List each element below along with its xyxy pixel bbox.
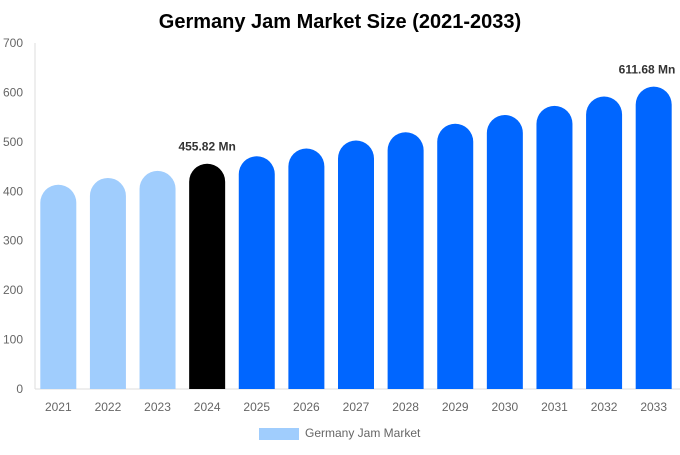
x-tick-label: 2025 bbox=[243, 400, 270, 414]
y-tick-label: 500 bbox=[3, 135, 23, 149]
y-tick-label: 200 bbox=[3, 283, 23, 297]
x-tick-label: 2031 bbox=[541, 400, 568, 414]
bar-2028 bbox=[387, 132, 424, 389]
x-tick-label: 2026 bbox=[293, 400, 320, 414]
bar-2032 bbox=[586, 96, 623, 389]
y-tick-label: 400 bbox=[3, 184, 23, 198]
bar-2031 bbox=[536, 105, 573, 389]
bar-2027 bbox=[338, 140, 374, 389]
bar-2030 bbox=[486, 114, 523, 389]
x-tick-label: 2027 bbox=[343, 400, 370, 414]
bar-2033 bbox=[635, 86, 672, 389]
y-tick-label: 600 bbox=[3, 85, 23, 99]
x-tick-label: 2033 bbox=[640, 400, 667, 414]
y-tick-label: 700 bbox=[3, 36, 23, 50]
chart-title: Germany Jam Market Size (2021-2033) bbox=[159, 11, 521, 33]
legend-swatch bbox=[259, 428, 299, 440]
bar-2023 bbox=[139, 170, 176, 389]
y-tick-label: 0 bbox=[16, 382, 23, 396]
x-tick-label: 2032 bbox=[591, 400, 618, 414]
x-tick-label: 2023 bbox=[144, 400, 171, 414]
data-label: 611.68 Mn bbox=[619, 63, 676, 77]
y-tick-label: 100 bbox=[3, 333, 23, 347]
legend: Germany Jam Market bbox=[259, 426, 421, 440]
bar-2025 bbox=[238, 156, 275, 389]
y-tick-label: 300 bbox=[3, 234, 23, 248]
x-tick-label: 2024 bbox=[194, 400, 221, 414]
bar-2024 bbox=[189, 163, 226, 389]
bar-2026 bbox=[288, 148, 325, 389]
x-tick-label: 2030 bbox=[491, 400, 518, 414]
legend-label: Germany Jam Market bbox=[305, 426, 421, 440]
data-label: 455.82 Mn bbox=[178, 140, 235, 154]
x-tick-label: 2028 bbox=[392, 400, 419, 414]
bar-2029 bbox=[437, 123, 474, 389]
bar-2022 bbox=[89, 177, 126, 389]
bar-2021 bbox=[40, 184, 77, 389]
x-tick-label: 2029 bbox=[442, 400, 469, 414]
x-tick-label: 2022 bbox=[95, 400, 122, 414]
x-tick-label: 2021 bbox=[45, 400, 72, 414]
